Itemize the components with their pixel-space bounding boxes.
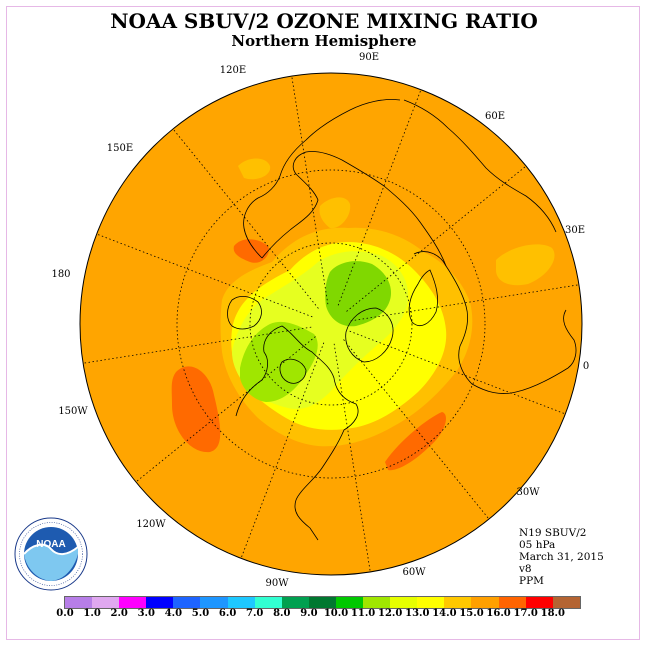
colorbar-tick-label: 7.0 xyxy=(245,608,264,619)
meridian-line xyxy=(343,339,490,520)
meridian-line xyxy=(135,336,316,483)
colorbar-tick-label: 18.0 xyxy=(540,608,565,619)
colorbar-segment xyxy=(335,597,364,608)
meridian-line xyxy=(83,326,312,364)
meridian-line xyxy=(172,128,319,309)
noaa-logo: NOAA xyxy=(14,517,88,591)
colorbar-segment xyxy=(254,597,282,608)
meridian-line xyxy=(349,330,566,415)
lon-label-60e: 60E xyxy=(485,111,505,122)
colorbar-tick-label: 10.0 xyxy=(323,608,349,619)
colorbar xyxy=(64,596,581,609)
colorbar-tick-label: 4.0 xyxy=(164,608,183,619)
colorbar-segment xyxy=(444,597,472,608)
map-info: N19 SBUV/2 05 hPa March 31, 2015 v8 PPM xyxy=(519,527,604,587)
info-units: PPM xyxy=(519,575,544,587)
meridian-line xyxy=(337,89,422,306)
latitude-circle-60n xyxy=(249,242,413,406)
meridian-line xyxy=(350,284,579,322)
meridian-line xyxy=(240,342,325,559)
page-frame xyxy=(6,6,640,640)
coast-north-america xyxy=(235,325,359,541)
coast-greenland xyxy=(345,307,394,363)
colorbar-segment xyxy=(390,597,418,608)
lon-label-30e: 30E xyxy=(565,225,585,236)
colorbar-tick-label: 9.0 xyxy=(300,608,318,619)
colorbar-tick-label: 17.0 xyxy=(513,608,538,619)
coast-alaska xyxy=(227,296,262,330)
coast-asia-north xyxy=(261,151,447,267)
coast-hudson-bay xyxy=(279,358,307,384)
meridian-line xyxy=(291,76,329,305)
contour-14-ridge xyxy=(319,197,351,229)
meridian-line xyxy=(333,343,371,572)
colorbar-tick-label: 6.0 xyxy=(218,608,237,619)
colorbar-tick-label: 5.0 xyxy=(191,608,210,619)
contour-14-east xyxy=(496,244,555,286)
graticule xyxy=(83,76,579,572)
lon-label-120w: 120W xyxy=(136,519,166,530)
coast-siberia-east xyxy=(243,99,401,259)
colorbar-segment xyxy=(173,597,201,608)
lon-label-60w: 60W xyxy=(402,567,426,578)
lon-label-90w: 90W xyxy=(265,578,289,589)
contour-16-asia xyxy=(233,239,269,263)
meridian-line xyxy=(96,233,313,318)
colorbar-segment xyxy=(200,597,228,608)
lon-label-90e: 90E xyxy=(359,52,379,63)
contour-16-pacific xyxy=(171,366,221,453)
colorbar-segment xyxy=(227,597,255,608)
contour-11-arctic xyxy=(325,261,392,327)
coast-europe xyxy=(413,251,577,394)
lon-label-150w: 150W xyxy=(58,406,88,417)
colorbar-tick-label: 12.0 xyxy=(378,608,403,619)
colorbar-segment xyxy=(498,597,526,608)
info-version: v8 xyxy=(519,563,532,575)
map-title: NOAA SBUV/2 OZONE MIXING RATIO xyxy=(110,9,538,33)
colorbar-segment xyxy=(92,597,120,608)
colorbar-segment xyxy=(146,597,174,608)
colorbar-segment xyxy=(281,597,309,608)
contour-14-north xyxy=(238,158,271,180)
coast-scandinavia xyxy=(408,269,438,326)
colorbar-tick-label: 16.0 xyxy=(486,608,511,619)
lon-label-120e: 120E xyxy=(220,65,246,76)
info-date: March 31, 2015 xyxy=(519,551,604,563)
coastlines xyxy=(227,99,577,541)
coast-asia-interior xyxy=(403,99,557,233)
colorbar-segment xyxy=(417,597,445,608)
colorbar-tick-label: 11.0 xyxy=(350,608,376,619)
colorbar-segment xyxy=(65,597,93,608)
noaa-logo-text: NOAA xyxy=(36,539,65,550)
info-satellite: N19 SBUV/2 xyxy=(519,527,587,539)
colorbar-tick-label: 13.0 xyxy=(405,608,430,619)
colorbar-tick-label: 2.0 xyxy=(110,608,128,619)
map-subtitle: Northern Hemisphere xyxy=(231,32,417,50)
colorbar-tick-label: 15.0 xyxy=(459,608,484,619)
colorbar-tick-label: 1.0 xyxy=(83,608,101,619)
colorbar-segment xyxy=(471,597,499,608)
colorbar-ticks: 0.0 1.0 2.0 3.0 4.0 5.0 6.0 7.0 8.0 9.0 10.0 11.0 12… xyxy=(56,608,584,622)
colorbar-segment xyxy=(525,597,553,608)
info-level: 05 hPa xyxy=(519,539,556,551)
colorbar-segment xyxy=(119,597,147,608)
meridian-line xyxy=(346,165,527,312)
lon-label-150e: 150E xyxy=(107,143,133,154)
meridians xyxy=(83,76,579,572)
ozone-field xyxy=(171,158,555,471)
lon-label-30w: 30W xyxy=(516,487,540,498)
longitude-labels: 90E 60E 30E 0 30W 60W 90W 120W 150W 180 … xyxy=(51,52,589,589)
colorbar-segment xyxy=(552,597,580,608)
colorbar-tick-label: 0.0 xyxy=(56,608,74,619)
colorbar-segment xyxy=(308,597,336,608)
colorbar-tick-label: 14.0 xyxy=(432,608,457,619)
contour-16-atlantic xyxy=(385,412,446,471)
latitude-circle-30n xyxy=(176,169,486,479)
lon-label-180: 180 xyxy=(51,269,70,280)
colorbar-segment xyxy=(363,597,391,608)
colorbar-tick-label: 3.0 xyxy=(137,608,155,619)
colorbar-tick-label: 8.0 xyxy=(273,608,291,619)
lon-label-0: 0 xyxy=(583,361,589,372)
